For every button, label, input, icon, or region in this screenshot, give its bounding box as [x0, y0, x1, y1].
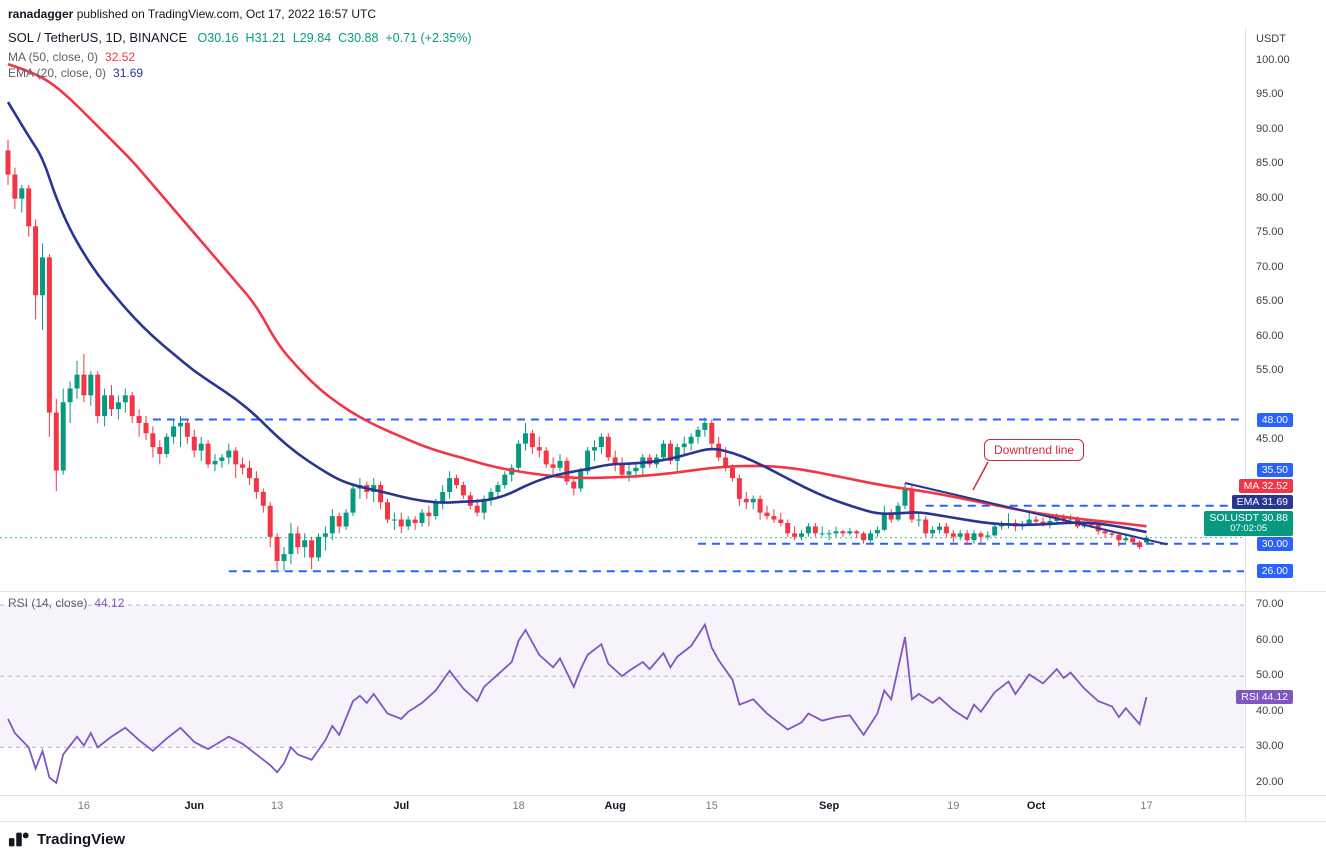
rsi-label: RSI (14, close): [8, 596, 88, 610]
time-axis-label: Jun: [184, 800, 205, 812]
change-value: +0.71 (+2.35%): [385, 31, 472, 45]
time-axis-label: 16: [77, 800, 91, 812]
rsi-value: 44.12: [94, 596, 125, 610]
ema20-line: [6, 101, 1147, 534]
candles-layer[interactable]: [5, 140, 1150, 571]
ema-label: EMA (20, close, 0): [8, 66, 107, 80]
ma50-line: [7, 62, 1147, 528]
tradingview-logo-icon[interactable]: [8, 829, 30, 851]
ema-legend: EMA (20, close, 0) 31.69: [8, 66, 143, 80]
close-value: C30.88: [338, 31, 379, 45]
ema-value: 31.69: [113, 66, 144, 80]
time-axis-label: Sep: [819, 800, 840, 812]
ma-label: MA (50, close, 0): [8, 50, 99, 64]
callout-tail: [972, 461, 989, 491]
low-value: L29.84: [292, 31, 332, 45]
ohlc-values: O30.16 H31.21 L29.84 C30.88 +0.71 (+2.35%): [191, 31, 472, 45]
time-axis-label: 17: [1140, 800, 1153, 812]
ma-value: 32.52: [105, 50, 136, 64]
footer-bar: TradingView: [0, 822, 1326, 857]
time-axis-label: Oct: [1026, 800, 1046, 812]
author-name: ranadagger: [8, 7, 74, 21]
time-axis-label: Aug: [604, 800, 626, 812]
time-axis-label: 19: [947, 800, 960, 812]
downtrend-line[interactable]: [904, 482, 1168, 546]
attribution-bar: ranadagger published on TradingView.com,…: [8, 7, 376, 21]
time-axis-label: 13: [270, 800, 284, 812]
ma-legend: MA (50, close, 0) 32.52: [8, 50, 135, 64]
attribution-text: published on TradingView.com, Oct 17, 20…: [73, 7, 376, 21]
high-value: H31.21: [245, 31, 286, 45]
rsi-legend: RSI (14, close) 44.12: [8, 596, 124, 610]
symbol-title: SOL / TetherUS, 1D, BINANCE: [8, 30, 188, 45]
rsi-line: [7, 622, 1148, 785]
brand-wordmark[interactable]: TradingView: [37, 831, 126, 848]
open-value: O30.16: [197, 31, 239, 45]
time-axis-label: Jul: [393, 800, 410, 812]
time-axis-label: 18: [512, 800, 525, 812]
downtrend-callout[interactable]: Downtrend line: [984, 439, 1085, 461]
support-resistance-levels[interactable]: [152, 418, 1244, 573]
symbol-legend: SOL / TetherUS, 1D, BINANCE O30.16 H31.21…: [8, 30, 472, 45]
time-axis[interactable]: 16 Jun 13 Jul 18 Aug 15 Sep 19 Oct 17: [0, 797, 1246, 819]
time-axis-label: 15: [705, 800, 718, 812]
chart-canvas[interactable]: [0, 0, 1326, 822]
